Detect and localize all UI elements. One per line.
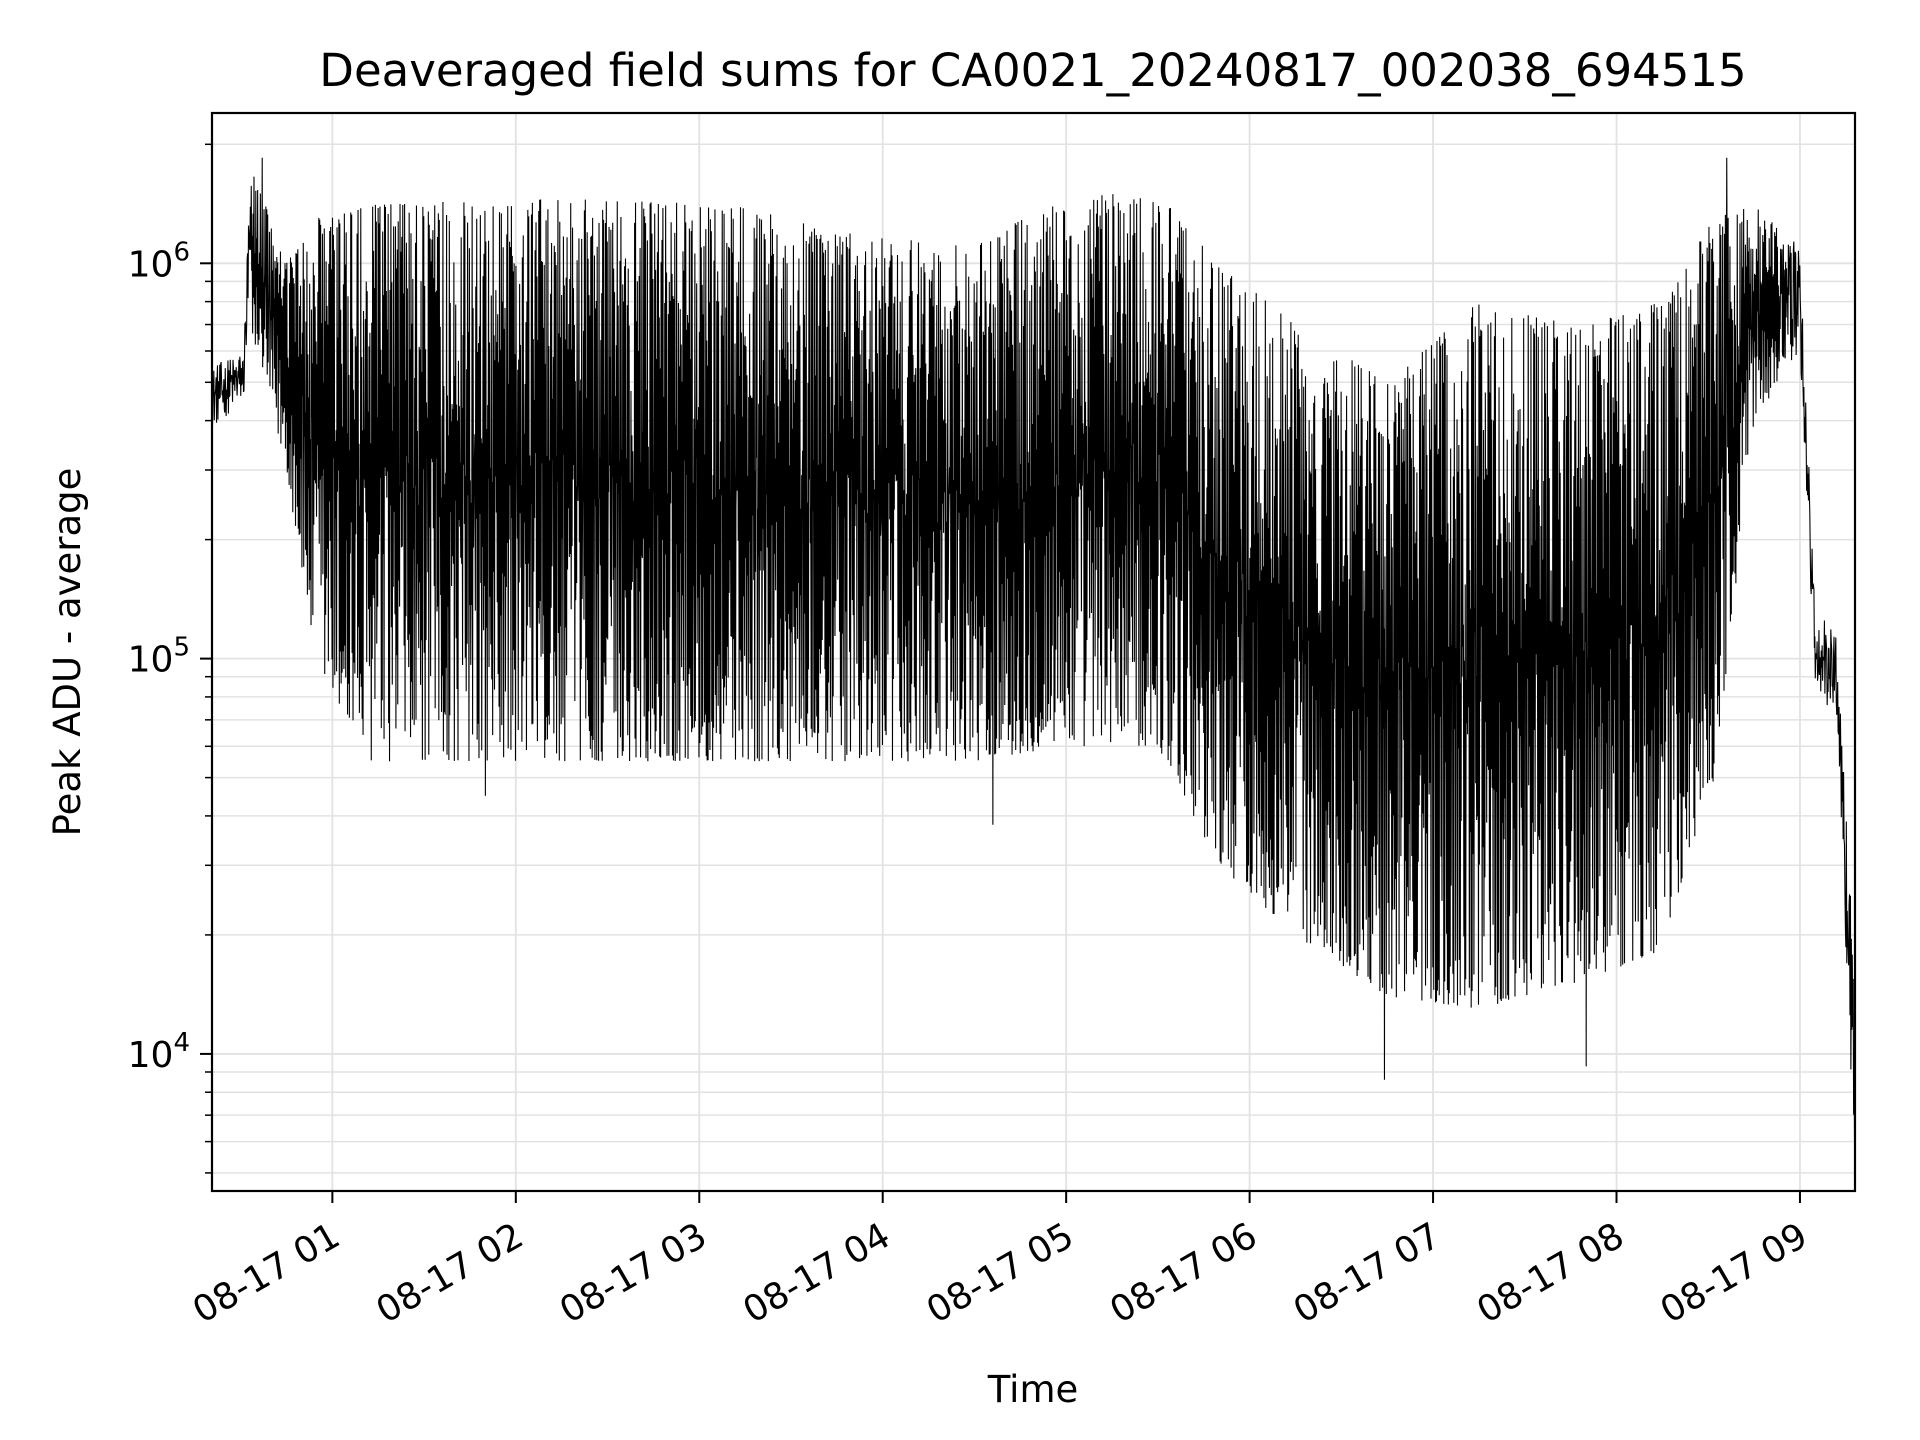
plot-area-frame <box>210 111 1857 1193</box>
data-layer <box>212 157 1855 1139</box>
y-tick-label: 106 <box>128 237 190 285</box>
series-line <box>212 157 1855 1139</box>
y-tick-label: 104 <box>128 1028 190 1076</box>
x-axis-title: Time <box>987 1368 1079 1411</box>
chart-title: Deaveraged field sums for CA0021_2024081… <box>319 44 1746 97</box>
y-axis-title: Peak ADU - average <box>46 468 89 837</box>
y-tick-label: 105 <box>128 633 190 681</box>
